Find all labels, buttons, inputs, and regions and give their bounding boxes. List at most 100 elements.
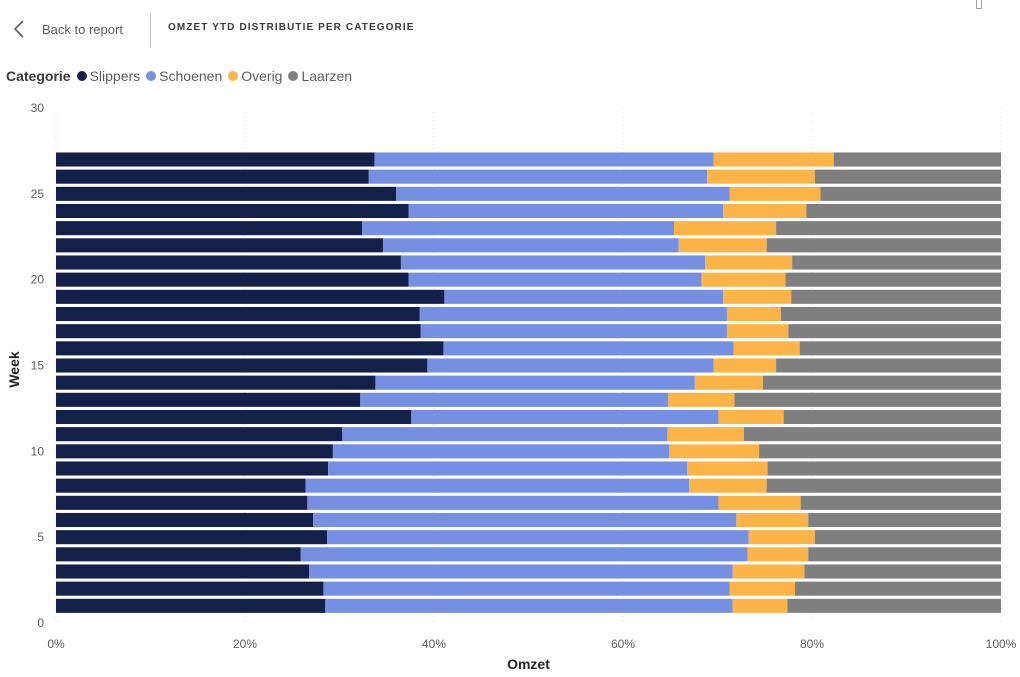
bar-segment-overig[interactable] [736,512,809,528]
bar-segment-schoenen[interactable] [368,169,708,184]
bar-segment-slippers[interactable] [56,530,328,545]
bar-segment-laarzen[interactable] [833,152,1001,167]
bar-segment-slippers[interactable] [56,547,301,562]
bar-segment-schoenen[interactable] [342,427,668,442]
bar-segment-schoenen[interactable] [374,152,714,167]
bar-segment-schoenen[interactable] [443,341,734,356]
bar-segment-schoenen[interactable] [420,324,727,339]
bar-segment-schoenen[interactable] [325,598,733,613]
bar-segment-overig[interactable] [718,495,801,510]
bar-segment-overig[interactable] [732,564,805,579]
bar-segment-laarzen[interactable] [791,289,1001,304]
bar-segment-laarzen[interactable] [814,530,1001,545]
bar-segment-laarzen[interactable] [799,341,1001,356]
bar-segment-slippers[interactable] [56,581,324,596]
bar-segment-laarzen[interactable] [780,306,1001,322]
bar-segment-slippers[interactable] [56,427,343,442]
bar-segment-laarzen[interactable] [762,375,1001,390]
legend-item-laarzen[interactable]: Laarzen [288,68,352,84]
bar-segment-schoenen[interactable] [323,581,730,596]
bar-segment-overig[interactable] [687,461,768,476]
bar-segment-overig[interactable] [726,306,781,322]
bar-segment-schoenen[interactable] [375,375,695,390]
bar-segment-laarzen[interactable] [794,581,1001,596]
bar-segment-slippers[interactable] [56,409,412,425]
focus-mode-icon[interactable] [976,0,982,9]
bar-segment-slippers[interactable] [56,221,363,236]
bar-segment-schoenen[interactable] [419,306,727,322]
bar-segment-slippers[interactable] [56,564,310,579]
bar-segment-overig[interactable] [667,427,744,442]
bar-segment-slippers[interactable] [56,598,326,613]
bar-segment-slippers[interactable] [56,186,397,201]
bar-segment-overig[interactable] [718,409,784,425]
bar-segment-schoenen[interactable] [309,564,733,579]
bar-segment-laarzen[interactable] [767,461,1001,476]
bar-segment-overig[interactable] [689,478,767,493]
bar-segment-slippers[interactable] [56,272,409,287]
bar-segment-laarzen[interactable] [808,512,1001,528]
bar-segment-laarzen[interactable] [766,478,1001,493]
bar-segment-slippers[interactable] [56,375,376,390]
bar-segment-schoenen[interactable] [408,203,724,219]
bar-segment-slippers[interactable] [56,152,375,167]
bar-segment-schoenen[interactable] [444,289,724,304]
bar-segment-overig[interactable] [726,324,789,339]
bar-segment-overig[interactable] [694,375,763,390]
legend-item-overig[interactable]: Overig [228,68,282,84]
bar-segment-overig[interactable] [748,530,815,545]
bar-segment-schoenen[interactable] [328,461,688,476]
bar-segment-slippers[interactable] [56,478,306,493]
bar-segment-overig[interactable] [723,289,792,304]
bar-segment-slippers[interactable] [56,358,428,373]
bar-segment-schoenen[interactable] [396,186,730,201]
bar-segment-schoenen[interactable] [332,444,670,459]
bar-segment-overig[interactable] [747,547,809,562]
bar-segment-schoenen[interactable] [427,358,714,373]
bar-segment-schoenen[interactable] [408,272,702,287]
bar-segment-laarzen[interactable] [800,495,1001,510]
bar-segment-slippers[interactable] [56,238,383,253]
bar-segment-laarzen[interactable] [759,444,1001,459]
bar-segment-schoenen[interactable] [360,392,669,407]
bar-segment-schoenen[interactable] [362,221,675,236]
bar-segment-laarzen[interactable] [804,564,1001,579]
bar-segment-schoenen[interactable] [305,478,690,493]
bar-segment-slippers[interactable] [56,255,401,270]
bar-segment-overig[interactable] [732,598,788,613]
bar-segment-laarzen[interactable] [743,427,1001,442]
bar-segment-schoenen[interactable] [300,547,748,562]
bar-segment-slippers[interactable] [56,392,361,407]
bar-segment-slippers[interactable] [56,461,329,476]
bar-segment-slippers[interactable] [56,324,421,339]
bar-segment-overig[interactable] [668,392,735,407]
bar-segment-overig[interactable] [705,255,793,270]
bar-segment-laarzen[interactable] [808,547,1001,562]
bar-segment-slippers[interactable] [56,495,308,510]
bar-segment-laarzen[interactable] [787,598,1001,613]
bar-segment-overig[interactable] [713,152,834,167]
bar-segment-overig[interactable] [729,186,821,201]
bar-segment-slippers[interactable] [56,341,444,356]
bar-segment-laarzen[interactable] [783,409,1001,425]
bar-segment-laarzen[interactable] [806,203,1001,219]
bar-segment-overig[interactable] [678,238,767,253]
bar-segment-laarzen[interactable] [788,324,1001,339]
bar-segment-schoenen[interactable] [400,255,706,270]
bar-segment-schoenen[interactable] [313,512,737,528]
bar-segment-schoenen[interactable] [307,495,719,510]
bar-segment-slippers[interactable] [56,289,445,304]
bar-segment-laarzen[interactable] [814,169,1001,184]
back-to-report-button[interactable]: Back to report [12,16,123,42]
bar-segment-overig[interactable] [701,272,786,287]
bar-segment-schoenen[interactable] [382,238,679,253]
bar-segment-overig[interactable] [729,581,795,596]
bar-segment-laarzen[interactable] [792,255,1001,270]
bar-segment-laarzen[interactable] [776,358,1001,373]
bar-segment-overig[interactable] [707,169,815,184]
bar-segment-overig[interactable] [713,358,777,373]
bar-segment-laarzen[interactable] [734,392,1001,407]
bar-segment-slippers[interactable] [56,203,409,219]
bar-segment-slippers[interactable] [56,512,314,528]
bar-segment-schoenen[interactable] [327,530,749,545]
